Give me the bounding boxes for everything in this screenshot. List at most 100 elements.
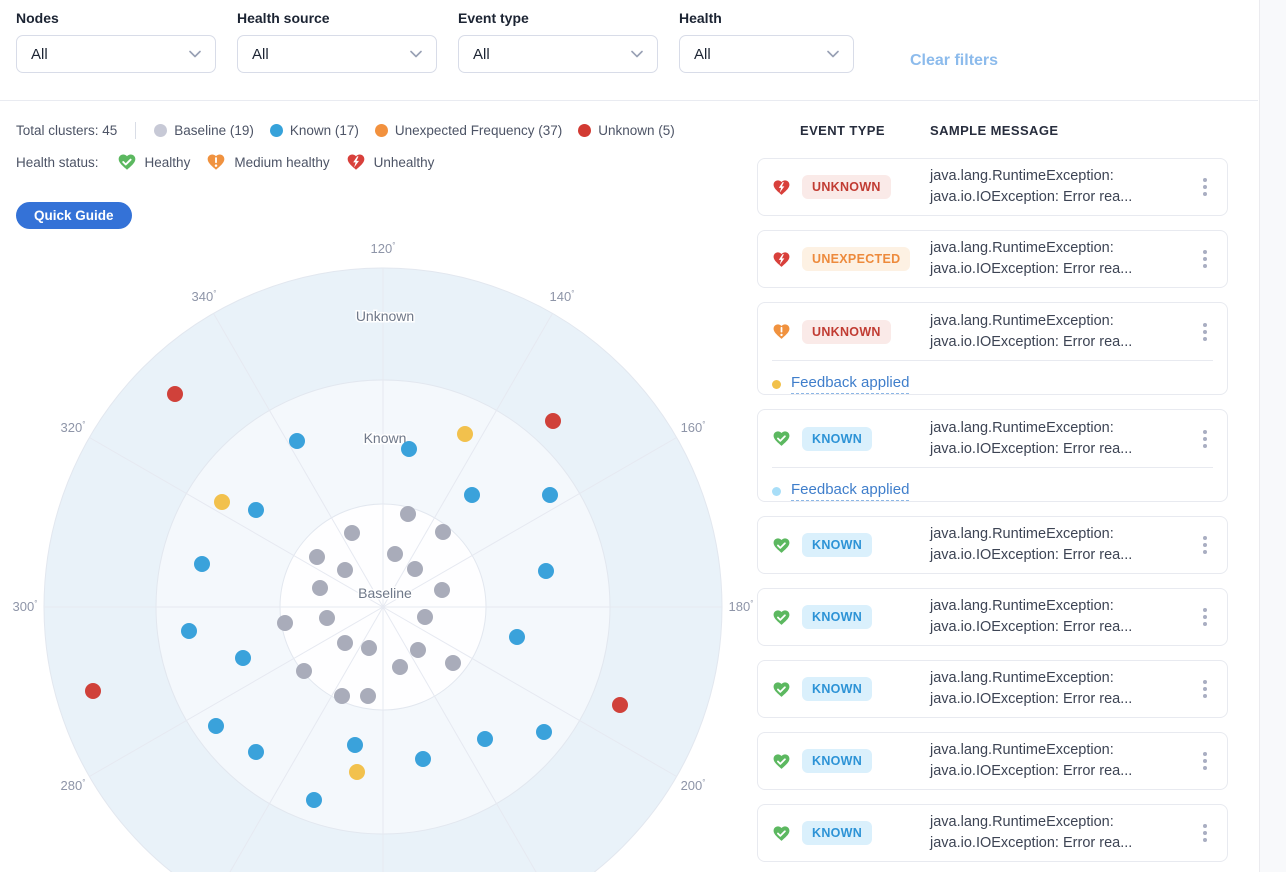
cluster-point-known[interactable]	[248, 744, 264, 760]
unhealthy-heart-icon	[773, 251, 790, 267]
cluster-point-baseline[interactable]	[309, 549, 325, 565]
cluster-point-feedback-applied[interactable]	[457, 426, 473, 442]
cluster-point-baseline[interactable]	[296, 663, 312, 679]
feedback-dot-icon	[772, 379, 781, 389]
cluster-point-known[interactable]	[415, 751, 431, 767]
cluster-point-baseline[interactable]	[434, 582, 450, 598]
event-row[interactable]: KNOWN java.lang.RuntimeException: java.io.…	[757, 660, 1228, 718]
cluster-point-baseline[interactable]	[445, 655, 461, 671]
ring-zone-label: Known	[364, 430, 407, 446]
row-actions-kebab-icon[interactable]	[1183, 250, 1227, 268]
event-type-select[interactable]: All	[458, 35, 658, 73]
event-type-cell: UNKNOWN	[802, 319, 930, 344]
cluster-point-known[interactable]	[235, 650, 251, 666]
ring-zone-label: Baseline	[358, 585, 412, 601]
nodes-select[interactable]: All	[16, 35, 216, 73]
cluster-point-unknown[interactable]	[167, 386, 183, 402]
health-source-select-value: All	[252, 45, 269, 63]
row-actions-kebab-icon[interactable]	[1183, 680, 1227, 698]
cluster-point-known[interactable]	[289, 433, 305, 449]
cluster-point-known[interactable]	[347, 737, 363, 753]
chevron-down-icon	[410, 50, 422, 58]
cluster-point-unknown[interactable]	[612, 697, 628, 713]
event-row[interactable]: KNOWN java.lang.RuntimeException: java.io.…	[757, 588, 1228, 646]
scrollbar-track[interactable]	[1259, 0, 1286, 872]
cluster-point-feedback-applied[interactable]	[349, 764, 365, 780]
angle-axis-label: 140°	[550, 289, 575, 304]
cluster-point-baseline[interactable]	[435, 524, 451, 540]
event-row[interactable]: UNEXPECTED java.lang.RuntimeException: jav…	[757, 230, 1228, 288]
health-source-select[interactable]: All	[237, 35, 437, 73]
event-row-main: UNKNOWN java.lang.RuntimeException: java.i…	[758, 159, 1227, 215]
sample-message-line1: java.lang.RuntimeException:	[930, 670, 1114, 686]
health-cell	[772, 680, 791, 699]
chevron-down-icon	[631, 50, 643, 58]
cluster-point-baseline[interactable]	[387, 546, 403, 562]
cluster-point-baseline[interactable]	[312, 580, 328, 596]
cluster-point-known[interactable]	[248, 502, 264, 518]
angle-axis-label: 200°	[681, 778, 706, 793]
event-row[interactable]: KNOWN java.lang.RuntimeException: java.io.…	[757, 409, 1228, 502]
row-actions-kebab-icon[interactable]	[1183, 322, 1227, 341]
event-type-cell: KNOWN	[802, 605, 930, 629]
cluster-point-baseline[interactable]	[344, 525, 360, 541]
angle-axis-label: 180°	[729, 599, 754, 614]
event-row[interactable]: KNOWN java.lang.RuntimeException: java.io.…	[757, 516, 1228, 574]
cluster-point-known[interactable]	[542, 487, 558, 503]
cluster-point-known[interactable]	[181, 623, 197, 639]
cluster-point-baseline[interactable]	[410, 642, 426, 658]
health-legend-item: Unhealthy	[346, 152, 434, 172]
row-actions-kebab-icon[interactable]	[1183, 536, 1227, 554]
cluster-point-baseline[interactable]	[407, 561, 423, 577]
cluster-point-known[interactable]	[538, 563, 554, 579]
cluster-point-known[interactable]	[509, 629, 525, 645]
cluster-point-known[interactable]	[464, 487, 480, 503]
cluster-point-baseline[interactable]	[360, 688, 376, 704]
cluster-point-baseline[interactable]	[417, 609, 433, 625]
health-select[interactable]: All	[679, 35, 854, 73]
cluster-point-known[interactable]	[306, 792, 322, 808]
event-type-badge: KNOWN	[802, 821, 873, 845]
row-actions-kebab-icon[interactable]	[1183, 178, 1227, 196]
cluster-point-known[interactable]	[401, 441, 417, 457]
legend-dot-icon	[578, 124, 592, 137]
events-table-header: EVENT TYPE SAMPLE MESSAGE	[757, 123, 1228, 140]
legend-dot-icon	[154, 124, 168, 137]
unhealthy-heart-icon	[773, 179, 790, 195]
cluster-point-baseline[interactable]	[319, 610, 335, 626]
sample-message-line1: java.lang.RuntimeException:	[930, 312, 1114, 329]
cluster-point-known[interactable]	[477, 731, 493, 747]
event-row[interactable]: KNOWN java.lang.RuntimeException: java.io.…	[757, 804, 1228, 862]
event-row[interactable]: KNOWN java.lang.RuntimeException: java.io.…	[757, 732, 1228, 790]
cluster-point-unknown[interactable]	[85, 683, 101, 699]
cluster-point-baseline[interactable]	[400, 506, 416, 522]
row-actions-kebab-icon[interactable]	[1183, 429, 1227, 448]
sample-message: java.lang.RuntimeException: java.io.IOExc…	[930, 740, 1183, 782]
cluster-point-baseline[interactable]	[334, 688, 350, 704]
cluster-point-baseline[interactable]	[277, 615, 293, 631]
cluster-point-known[interactable]	[194, 556, 210, 572]
row-actions-kebab-icon[interactable]	[1183, 824, 1227, 842]
feedback-applied-link[interactable]: Feedback applied	[791, 374, 910, 394]
event-row[interactable]: UNKNOWN java.lang.RuntimeException: java.i…	[757, 158, 1228, 216]
cluster-point-feedback-applied[interactable]	[214, 494, 230, 510]
event-row[interactable]: UNKNOWN java.lang.RuntimeException: java.i…	[757, 302, 1228, 395]
row-actions-kebab-icon[interactable]	[1183, 752, 1227, 770]
quick-guide-button[interactable]: Quick Guide	[16, 202, 132, 229]
cluster-point-known[interactable]	[536, 724, 552, 740]
angle-axis-label: 160°	[681, 420, 706, 435]
sample-message: java.lang.RuntimeException: java.io.IOExc…	[930, 524, 1183, 566]
cluster-point-known[interactable]	[208, 718, 224, 734]
clear-filters-link[interactable]: Clear filters	[910, 52, 999, 69]
cluster-point-baseline[interactable]	[361, 640, 377, 656]
row-actions-kebab-icon[interactable]	[1183, 608, 1227, 626]
filter-event-type: Event type All	[458, 10, 658, 73]
sample-message-line1: java.lang.RuntimeException:	[930, 742, 1114, 758]
cluster-point-baseline[interactable]	[337, 562, 353, 578]
health-status-legend: Health status: Healthy Medium healthy Unhe…	[16, 152, 434, 172]
feedback-applied-link[interactable]: Feedback applied	[791, 481, 910, 501]
cluster-point-baseline[interactable]	[392, 659, 408, 675]
cluster-point-baseline[interactable]	[337, 635, 353, 651]
cluster-point-unknown[interactable]	[545, 413, 561, 429]
